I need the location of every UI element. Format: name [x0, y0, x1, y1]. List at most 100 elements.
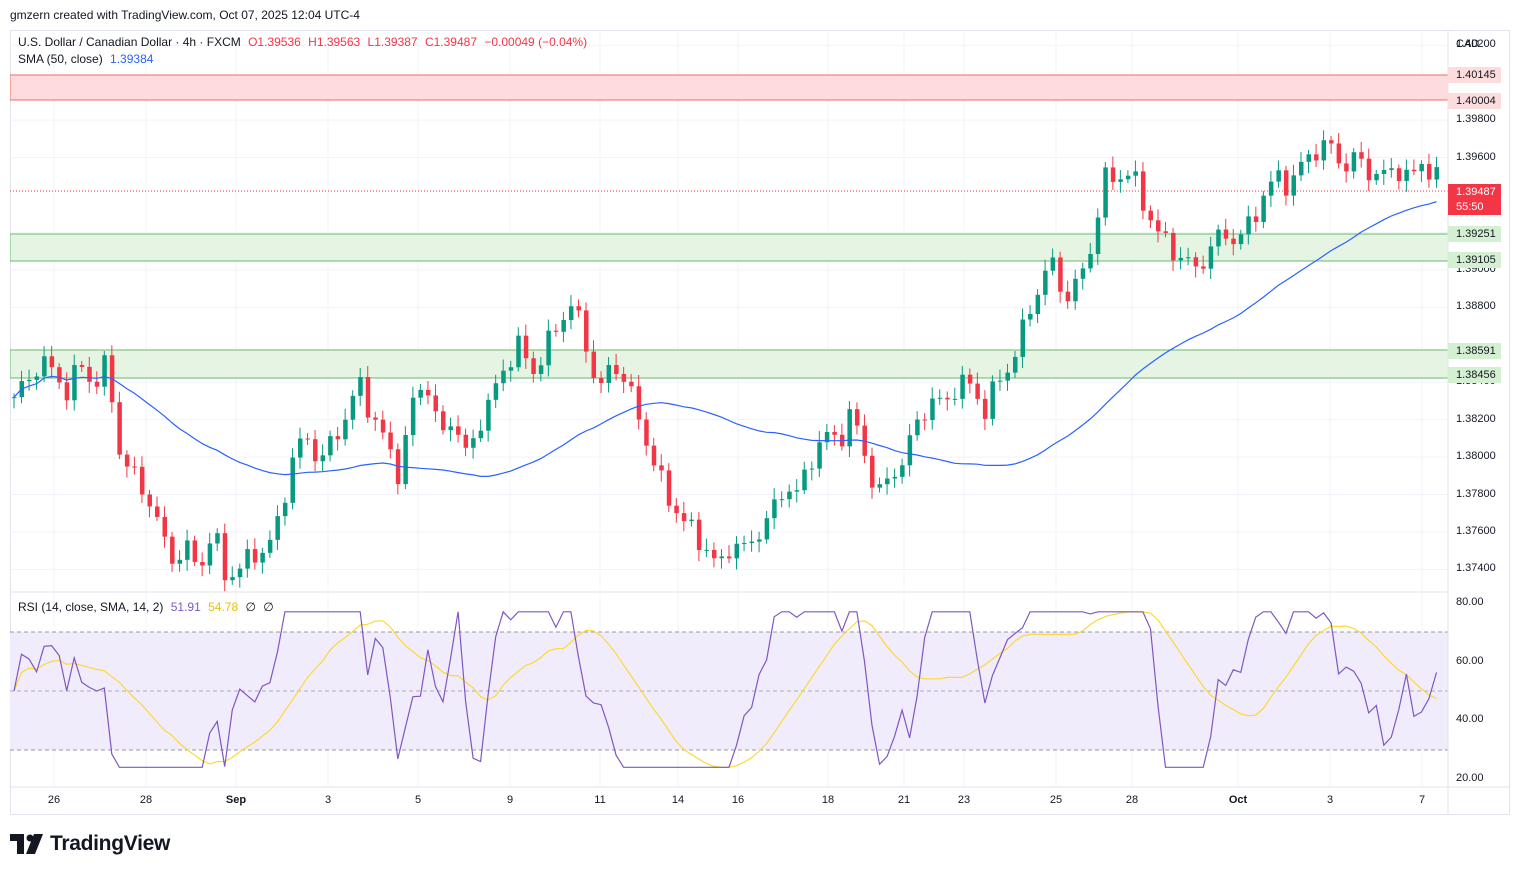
tradingview-logo[interactable]: TradingView: [10, 832, 170, 856]
candle-body: [1253, 216, 1259, 223]
candle-body: [267, 539, 273, 553]
candle-body: [177, 559, 183, 564]
symbol-name[interactable]: U.S. Dollar / Canadian Dollar · 4h · FXC…: [18, 35, 241, 49]
time-axis-label: 26: [47, 794, 61, 806]
candle-body: [1299, 161, 1304, 176]
candle-body: [568, 306, 574, 321]
candle-body: [832, 432, 837, 435]
price-axis-label: 1.39800: [1456, 113, 1496, 126]
candle-body: [388, 432, 393, 450]
price-axis-label: 1.39600: [1456, 150, 1496, 163]
candle-body: [734, 543, 740, 559]
candle-body: [1291, 175, 1296, 196]
zone2-bottom-tag: 1.38456: [1448, 367, 1501, 383]
time-axis-label: 11: [594, 794, 606, 806]
candle-body: [185, 540, 190, 560]
time-axis-label: 18: [821, 794, 835, 806]
rsi-band: [10, 632, 1448, 750]
candle-body: [1336, 143, 1342, 164]
candle-body: [237, 568, 243, 578]
candle-body: [772, 499, 777, 519]
time-axis-label: 9: [506, 794, 514, 806]
candle-body: [1381, 169, 1387, 174]
candle-body: [824, 432, 830, 443]
candle-body: [207, 543, 213, 566]
candle-body: [606, 364, 612, 383]
rsi-sma-value: 54.78: [208, 600, 239, 614]
candle-body: [1359, 152, 1364, 159]
candle-body: [847, 409, 852, 447]
candle-body: [1389, 168, 1394, 170]
candle-body: [1351, 152, 1357, 172]
sma-value: 1.39384: [110, 52, 154, 66]
attribution-text: gmzern created with TradingView.com, Oct…: [10, 8, 360, 22]
sma-label[interactable]: SMA (50, close): [18, 52, 103, 66]
candle-body: [742, 543, 747, 545]
candle-body: [328, 436, 333, 456]
rsi-axis-label: 40.00: [1456, 713, 1484, 726]
candle-body: [907, 435, 913, 466]
candle-body: [967, 374, 973, 384]
time-axis-label: 14: [671, 794, 685, 806]
candle-body: [1058, 257, 1063, 292]
candle-body: [27, 379, 32, 382]
rsi-legend[interactable]: RSI (14, close, SMA, 14, 2) 51.91 54.78 …: [18, 600, 278, 614]
candle-body: [192, 540, 198, 563]
candle-body: [900, 465, 905, 477]
price-axis-label: 1.40200: [1456, 38, 1496, 51]
price-chart[interactable]: [10, 30, 1510, 815]
candle-body: [373, 417, 378, 420]
candle-body: [155, 506, 160, 517]
candle-body: [651, 445, 657, 466]
candle-body: [614, 364, 619, 375]
candle-body: [764, 518, 770, 540]
candle-body: [1246, 216, 1251, 235]
candle-body: [1028, 314, 1033, 320]
tradingview-wordmark: TradingView: [50, 832, 171, 855]
candle-body: [222, 533, 228, 581]
ohlc-open: O1.39536: [248, 35, 301, 49]
countdown-tag: 55:50: [1448, 199, 1501, 215]
candle-body: [501, 370, 506, 384]
time-axis-label: 28: [1125, 794, 1139, 806]
candle-body: [170, 536, 175, 564]
candle-body: [343, 419, 348, 440]
candle-body: [350, 395, 356, 420]
symbol-legend[interactable]: U.S. Dollar / Canadian Dollar · 4h · FXC…: [18, 35, 591, 49]
candle-body: [305, 438, 311, 440]
candle-body: [689, 519, 694, 522]
chart-frame: [10, 30, 1510, 815]
candle-body: [94, 381, 100, 387]
candle-body: [1434, 167, 1439, 180]
candle-body: [1073, 278, 1078, 302]
price-axis-label: 1.37800: [1456, 487, 1496, 500]
time-axis-label: 21: [897, 794, 911, 806]
candle-body: [817, 442, 822, 469]
candle-body: [1163, 231, 1169, 233]
candle-body: [1050, 257, 1056, 271]
candle-body: [1013, 356, 1018, 373]
candle-body: [794, 490, 800, 492]
candle-body: [1366, 158, 1372, 181]
sma-50-line: [13, 201, 1437, 477]
candle-body: [1396, 168, 1402, 181]
candle-body: [64, 382, 70, 401]
candle-body: [433, 395, 438, 412]
rsi-label[interactable]: RSI (14, close, SMA, 14, 2): [18, 600, 164, 614]
candle-body: [72, 365, 77, 401]
candle-body: [711, 549, 717, 559]
candle-body: [516, 335, 521, 368]
rsi-axis-label: 20.00: [1456, 772, 1484, 784]
candle-body: [704, 549, 709, 551]
time-axis-label: 3: [324, 794, 332, 806]
sma-legend[interactable]: SMA (50, close) 1.39384: [18, 52, 157, 66]
zone1-top-tag: 1.39251: [1448, 226, 1501, 242]
candle-body: [1216, 229, 1221, 247]
candle-body: [1133, 171, 1138, 176]
candle-body: [418, 389, 423, 398]
candle-body: [102, 355, 107, 387]
candle-body: [629, 381, 634, 387]
candle-body: [960, 374, 965, 399]
candle-body: [1043, 270, 1048, 295]
candle-body: [681, 513, 687, 522]
